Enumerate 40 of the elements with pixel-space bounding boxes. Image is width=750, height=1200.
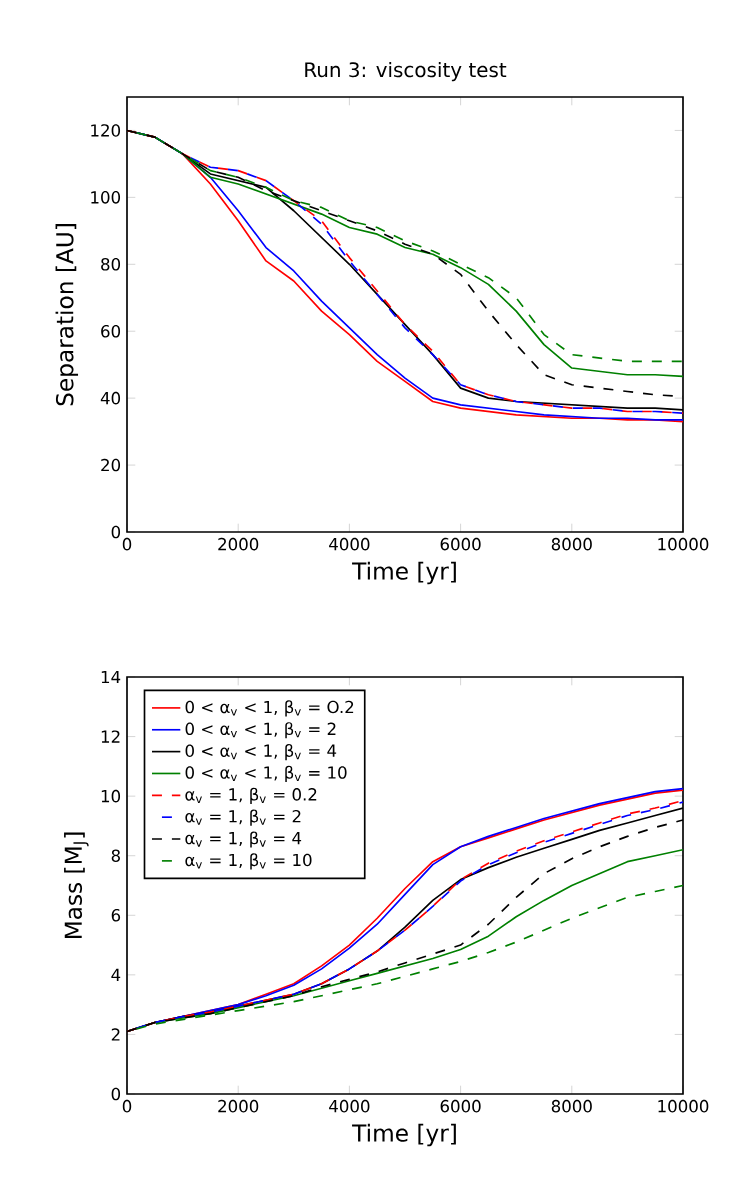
x-tick-label: 2000 — [218, 537, 259, 551]
x-tick-label: 6000 — [440, 1099, 481, 1113]
x-tick-label: 0 — [122, 537, 132, 551]
legend-label: 0 < α$_{v}$ < 1, β$_{v}$ = 4 — [185, 744, 337, 761]
legend-label: 0 < α$_{v}$ < 1, β$_{v}$ = 10 — [185, 765, 347, 783]
x-tick-label: 6000 — [440, 537, 481, 551]
y-tick-label: 120 — [91, 124, 121, 137]
y-axis-title: Separation [AU] — [55, 224, 79, 406]
chart-title: Run 3: viscosity test — [305, 61, 507, 82]
y-tick-label: 6 — [111, 908, 121, 922]
y-tick-label: 4 — [111, 968, 121, 981]
y-tick-label: 8 — [111, 849, 120, 862]
legend-label: α$_{v}$ = 1, β$_{v}$ = 4 — [185, 831, 302, 848]
y-tick-label: 100 — [91, 191, 121, 204]
x-tick-label: 8000 — [551, 1099, 592, 1113]
x-axis-title: Time [yr] — [352, 561, 456, 585]
x-tick-label: 8000 — [551, 537, 592, 551]
y-tick-label: 40 — [100, 391, 121, 405]
x-axis-title: Time [yr] — [352, 1123, 456, 1147]
y-tick-label: 80 — [101, 257, 121, 271]
x-tick-label: 4000 — [329, 537, 370, 551]
y-tick-label: 10 — [101, 789, 121, 803]
x-tick-label: 4000 — [329, 1099, 370, 1113]
y-tick-label: 2 — [111, 1028, 120, 1041]
x-tick-label: 0 — [122, 1099, 132, 1113]
x-tick-label: 10000 — [658, 1099, 709, 1113]
y-tick-label: 0 — [111, 1087, 121, 1101]
legend-label: α$_{v}$ = 1, β$_{v}$ = 10 — [185, 853, 312, 870]
legend-label: α$_{v}$ = 1, β$_{v}$ = 2 — [185, 809, 301, 826]
y-tick-label: 12 — [101, 730, 120, 743]
y-axis-title: Mass [M$_{J}$] — [64, 832, 89, 939]
y-tick-label: 0 — [111, 525, 121, 539]
x-tick-label: 10000 — [658, 537, 709, 551]
y-tick-label: 60 — [101, 324, 121, 338]
x-tick-label: 2000 — [218, 1099, 259, 1113]
legend-label: 0 < α$_{v}$ < 1, β$_{v}$ = O.2 — [185, 700, 354, 717]
legend-label: 0 < α$_{v}$ < 1, β$_{v}$ = 2 — [185, 722, 336, 739]
y-tick-label: 20 — [101, 458, 121, 472]
y-tick-label: 14 — [101, 670, 121, 684]
legend-label: α$_{v}$ = 1, β$_{v}$ = 0.2 — [185, 787, 317, 804]
